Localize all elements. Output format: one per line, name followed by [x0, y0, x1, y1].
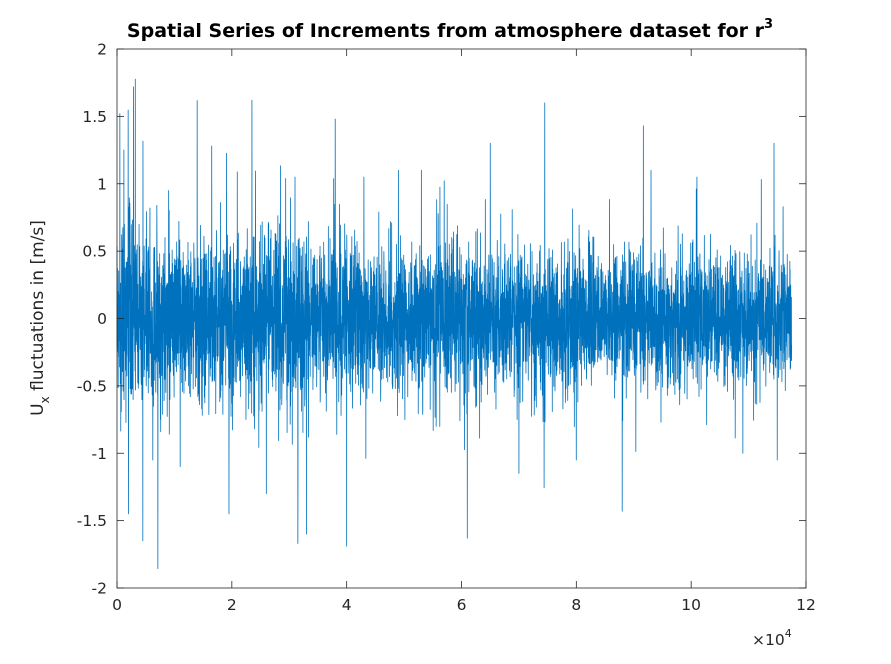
y-tick-label: 1.5: [82, 108, 107, 126]
y-tick-label: -0.5: [77, 377, 107, 395]
y-tick-label: -2: [92, 580, 107, 598]
y-tick-label: 1: [97, 175, 107, 193]
x-tick-label: 10: [681, 596, 701, 614]
x-tick-label: 0: [112, 596, 122, 614]
y-tick-label: 0: [97, 310, 107, 328]
x-tick-label: 4: [342, 596, 352, 614]
x-tick-label: 2: [227, 596, 237, 614]
x-tick-label: 6: [457, 596, 467, 614]
x-tick-label: 8: [571, 596, 581, 614]
y-tick-label: -1: [92, 445, 107, 463]
y-axis-label: Ux fluctuations in [m/s]: [28, 220, 52, 416]
y-tick-label: 2: [97, 41, 107, 59]
x-axis-multiplier: ×104: [752, 627, 792, 649]
y-tick-label: -1.5: [77, 512, 107, 530]
chart-title: Spatial Series of Increments from atmosp…: [127, 17, 773, 42]
x-tick-label: 12: [796, 596, 816, 614]
data-series-line: [116, 78, 793, 570]
y-tick-label: 0.5: [82, 243, 107, 261]
plot-area: 0 2 4 6 8 10 12 -2 -1.5 -1 -0.5 0 0.5 1 1.5 2: [77, 41, 816, 615]
